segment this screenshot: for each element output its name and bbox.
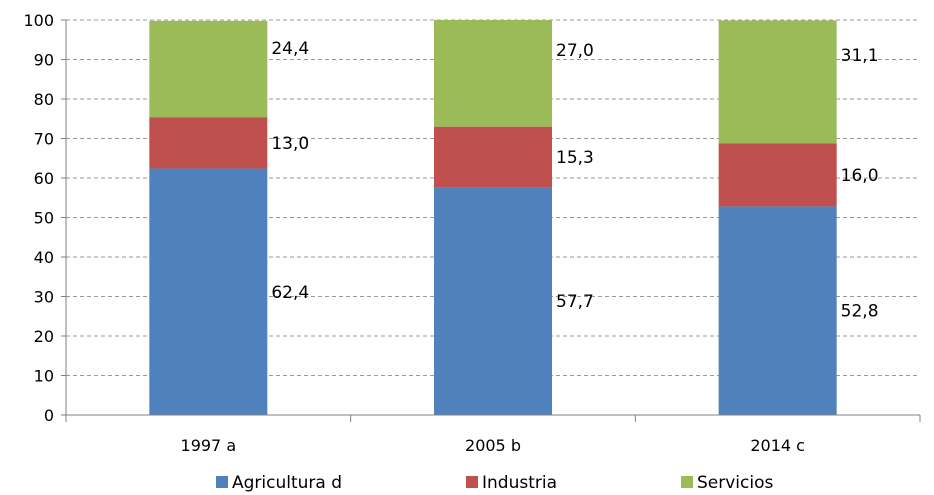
x-category-label: 1997 a: [181, 436, 237, 455]
bar-segment: [434, 20, 552, 127]
bar-segment: [434, 126, 552, 188]
data-label: 13,0: [271, 134, 309, 154]
y-tick-label: 50: [34, 209, 54, 228]
bar-segment: [718, 143, 837, 207]
legend-label: Industria: [482, 473, 557, 493]
legend-swatch: [216, 476, 228, 488]
y-tick-label: 60: [34, 169, 54, 188]
bar-segment: [434, 187, 552, 415]
y-tick-label: 100: [23, 11, 54, 30]
y-tick-label: 70: [34, 130, 54, 149]
legend-label: Agricultura d: [232, 473, 342, 493]
legend: Agricultura d Industria Servicios: [216, 473, 773, 493]
x-category-label: 2014 c: [750, 436, 805, 455]
y-tick-label: 20: [34, 327, 54, 346]
bar-segment: [149, 168, 268, 415]
bar-segment: [149, 117, 268, 169]
y-tick-label: 80: [34, 90, 54, 109]
y-tick-label: 10: [34, 367, 54, 386]
legend-label: Servicios: [697, 473, 773, 493]
legend-swatch: [681, 476, 693, 488]
data-label: 52,8: [841, 302, 879, 322]
data-label: 31,1: [841, 46, 879, 66]
y-tick-label: 30: [34, 288, 54, 307]
y-tick-label: 90: [34, 51, 54, 70]
data-label: 16,0: [841, 166, 879, 186]
data-label: 27,0: [556, 41, 594, 61]
y-tick-labels: 0 10 20 30 40 50 60 70 80 90 100: [23, 11, 54, 425]
bar-segment: [718, 20, 837, 144]
x-category-label: 2005 b: [465, 436, 521, 455]
y-tick-label: 0: [44, 406, 54, 425]
bars: [149, 20, 837, 415]
bar-segment: [149, 20, 268, 118]
y-tick-label: 40: [34, 248, 54, 267]
bar-segment: [718, 206, 837, 415]
data-labels: 62,4 13,0 24,4 57,7 15,3 27,0 52,8 16,0 31,1: [271, 39, 878, 322]
data-label: 15,3: [556, 148, 594, 168]
legend-swatch: [466, 476, 478, 488]
data-label: 24,4: [271, 39, 309, 59]
axes: [65, 20, 921, 422]
x-category-labels: 1997 a 2005 b 2014 c: [181, 436, 805, 455]
data-label: 57,7: [556, 292, 594, 312]
data-label: 62,4: [271, 283, 309, 303]
